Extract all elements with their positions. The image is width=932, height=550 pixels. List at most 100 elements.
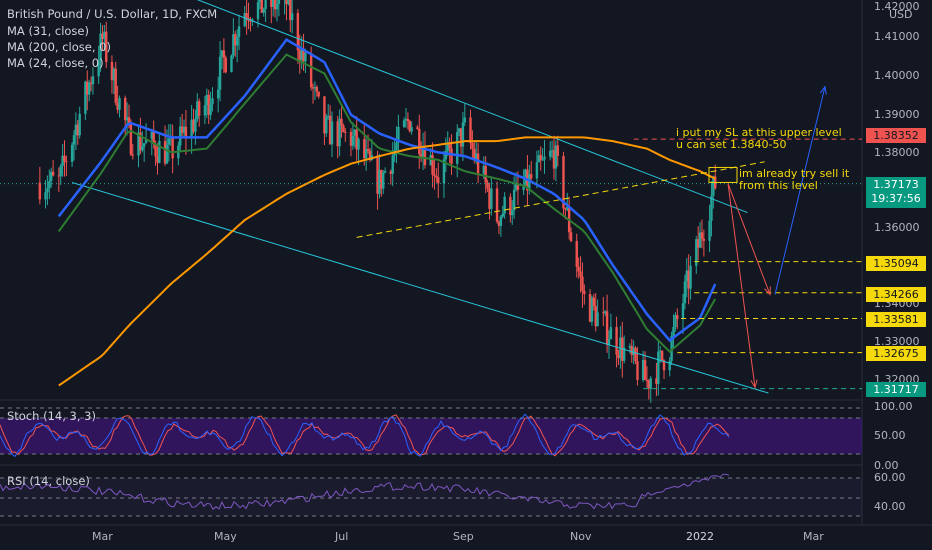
candle bbox=[674, 312, 677, 332]
candle-body bbox=[433, 174, 436, 176]
candle bbox=[260, 0, 264, 13]
candle bbox=[196, 93, 199, 123]
candle-body bbox=[182, 126, 186, 133]
candle bbox=[530, 161, 533, 182]
candle bbox=[687, 254, 690, 305]
candle bbox=[700, 219, 704, 249]
candle bbox=[220, 49, 224, 70]
candle bbox=[298, 34, 301, 74]
candle bbox=[65, 155, 68, 177]
candle bbox=[511, 200, 514, 225]
candle-body bbox=[289, 0, 292, 21]
candle bbox=[72, 130, 76, 161]
candle-body bbox=[194, 119, 197, 132]
candle-body bbox=[211, 98, 214, 105]
candle bbox=[605, 294, 609, 353]
candle bbox=[59, 163, 62, 185]
candle-body bbox=[607, 339, 611, 345]
candle-body bbox=[91, 76, 95, 85]
candle-body bbox=[457, 128, 461, 133]
candle-body bbox=[353, 129, 356, 136]
candle-body bbox=[89, 82, 93, 85]
current-price-box: 1.37173 19:37:56 bbox=[866, 177, 926, 208]
candle bbox=[328, 105, 332, 145]
candle-body bbox=[86, 81, 89, 95]
candle-body bbox=[421, 148, 425, 157]
candle bbox=[569, 227, 573, 243]
candle bbox=[368, 148, 372, 163]
candle-body bbox=[397, 126, 400, 143]
candle-body bbox=[144, 138, 148, 144]
candle-body bbox=[564, 208, 567, 210]
candle bbox=[182, 119, 186, 137]
candle bbox=[702, 229, 706, 257]
candle-body bbox=[216, 89, 220, 99]
candle bbox=[142, 143, 146, 162]
candle bbox=[499, 214, 503, 237]
candle-body bbox=[61, 155, 64, 166]
candle bbox=[581, 262, 584, 308]
stoch-label[interactable]: Stoch (14, 3, 3) bbox=[7, 409, 96, 423]
candle bbox=[395, 126, 398, 164]
candle-body bbox=[539, 155, 542, 161]
candle-body bbox=[220, 50, 224, 57]
legend-ma200[interactable]: MA (200, close, 0) bbox=[7, 40, 111, 54]
candle bbox=[435, 168, 438, 183]
candle bbox=[562, 151, 565, 216]
candle-body bbox=[87, 82, 91, 95]
candle-body bbox=[258, 0, 262, 3]
candle bbox=[158, 132, 161, 164]
candle bbox=[577, 257, 580, 279]
candle bbox=[273, 0, 277, 18]
candle-body bbox=[234, 34, 237, 46]
candle bbox=[203, 95, 207, 125]
candle-body bbox=[609, 327, 613, 340]
legend-ma24[interactable]: MA (24, close, 0) bbox=[7, 56, 104, 70]
candle-body bbox=[237, 26, 241, 38]
arrow-head bbox=[764, 286, 771, 296]
candle-body bbox=[141, 146, 144, 151]
candle-body bbox=[516, 183, 520, 191]
candle bbox=[628, 343, 632, 354]
candle bbox=[230, 54, 233, 73]
candle bbox=[355, 116, 358, 161]
arrow-head bbox=[819, 85, 827, 95]
candle-body bbox=[408, 121, 411, 132]
ma200-line bbox=[58, 136, 716, 387]
candle-body bbox=[514, 183, 518, 190]
sell-note-line: im already try sell it bbox=[739, 167, 850, 180]
candle bbox=[672, 314, 675, 348]
candle bbox=[566, 192, 569, 212]
rsi-tick: 40.00 bbox=[874, 500, 906, 513]
candle-body bbox=[674, 315, 677, 327]
candle-body bbox=[683, 281, 687, 304]
rsi-label[interactable]: RSI (14, close) bbox=[7, 474, 90, 488]
candle bbox=[712, 175, 715, 209]
candle-body bbox=[190, 119, 193, 139]
currency-label[interactable]: USD bbox=[889, 8, 913, 21]
candle-body bbox=[645, 379, 649, 381]
candle bbox=[103, 24, 106, 52]
projection-arrow-down-1 bbox=[727, 183, 771, 296]
candle-body bbox=[410, 127, 413, 132]
candle-body bbox=[165, 144, 169, 164]
candle-body bbox=[287, 0, 290, 5]
candle-body bbox=[659, 350, 662, 352]
candle-body bbox=[681, 303, 685, 320]
candle-body bbox=[313, 86, 317, 89]
candle-body bbox=[501, 213, 504, 217]
sl-note: i put my SL at this upper level u can se… bbox=[676, 127, 842, 151]
legend-ma31[interactable]: MA (31, close) bbox=[7, 24, 89, 38]
sl-note-line: i put my SL at this upper level bbox=[676, 126, 842, 139]
candle-body bbox=[48, 181, 51, 189]
candle bbox=[325, 113, 328, 137]
candle bbox=[234, 30, 237, 57]
candle-body bbox=[702, 238, 706, 241]
candle-body bbox=[46, 188, 49, 193]
candle-body bbox=[448, 142, 451, 149]
candle bbox=[163, 125, 167, 166]
candle bbox=[50, 167, 53, 188]
candle-body bbox=[543, 156, 546, 160]
candle-body bbox=[429, 155, 432, 166]
